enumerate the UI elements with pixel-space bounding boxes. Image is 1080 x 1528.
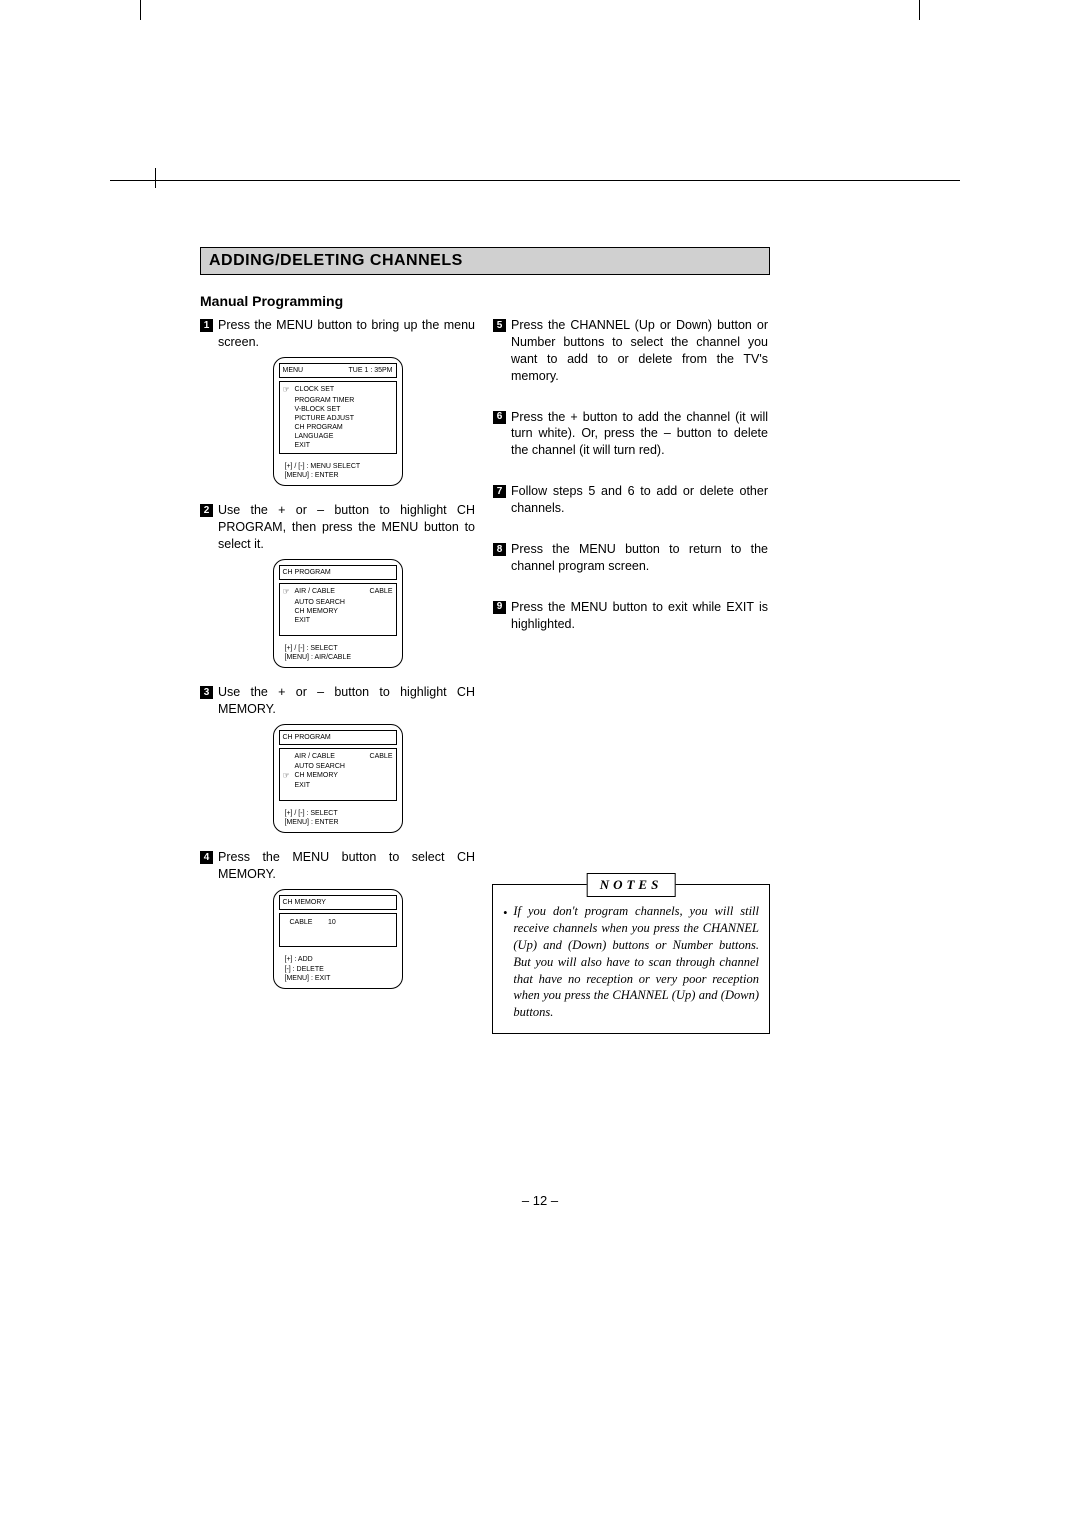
step-9: 9 Press the MENU button to exit while EX…: [493, 599, 768, 633]
notes-box: NOTES • If you don't program channels, y…: [492, 884, 770, 1034]
ch-program-mock-1: CH PROGRAM AIR / CABLECABLEAUTO SEARCHCH…: [273, 559, 403, 668]
page-number: – 12 –: [0, 1193, 1080, 1208]
step-5: 5 Press the CHANNEL (Up or Down) button …: [493, 317, 768, 385]
sub-heading: Manual Programming: [200, 293, 770, 309]
step-8: 8 Press the MENU button to return to the…: [493, 541, 768, 575]
ch-program-mock-2: CH PROGRAM AIR / CABLECABLEAUTO SEARCHCH…: [273, 724, 403, 833]
step-6: 6 Press the + button to add the channel …: [493, 409, 768, 460]
step-2: 2 Use the + or – button to highlight CH …: [200, 502, 475, 553]
step-1: 1 Press the MENU button to bring up the …: [200, 317, 475, 351]
notes-text: If you don't program channels, you will …: [513, 903, 759, 1021]
section-heading: ADDING/DELETING CHANNELS: [200, 247, 770, 275]
step-4: 4 Press the MENU button to select CH MEM…: [200, 849, 475, 883]
step-3: 3 Use the + or – button to highlight CH …: [200, 684, 475, 718]
menu-screen-mock: MENU TUE 1 : 35PM CLOCK SETPROGRAM TIMER…: [273, 357, 403, 487]
page: ADDING/DELETING CHANNELS Manual Programm…: [0, 0, 1080, 1528]
notes-label: NOTES: [587, 873, 676, 897]
left-column: 1 Press the MENU button to bring up the …: [200, 317, 475, 1005]
step-7: 7 Follow steps 5 and 6 to add or delete …: [493, 483, 768, 517]
ch-memory-mock: CH MEMORY CABLE 10 [+] : ADD [-] : DELET…: [273, 889, 403, 989]
